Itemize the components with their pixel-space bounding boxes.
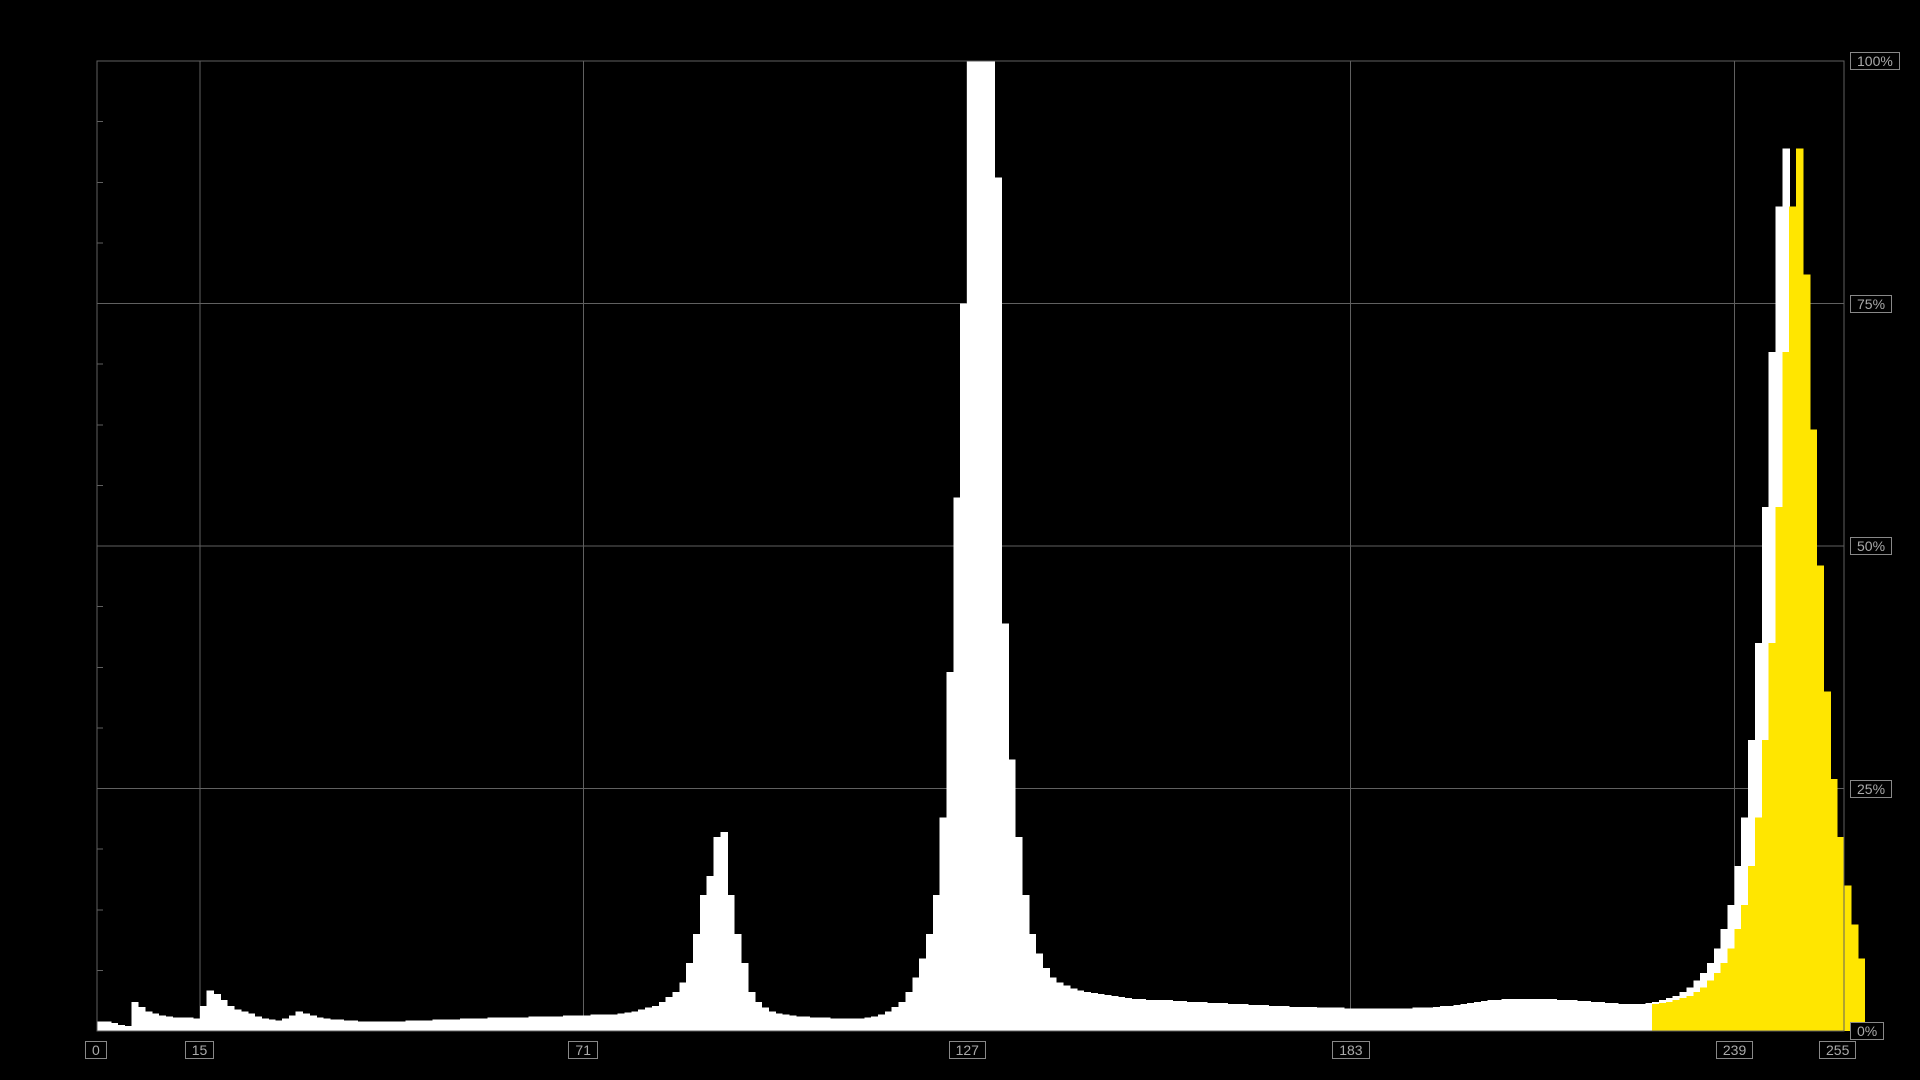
- x-tick-label: 239: [1716, 1041, 1753, 1059]
- histogram-chart: 0 15 71 127 183 239 255 100% 75% 50% 25% 0%: [0, 0, 1920, 1080]
- histogram-svg: [0, 0, 1920, 1080]
- x-tick-label: 71: [568, 1041, 598, 1059]
- y-tick-label: 0%: [1850, 1022, 1884, 1040]
- y-tick-label: 100%: [1850, 52, 1900, 70]
- y-tick-label: 50%: [1850, 537, 1892, 555]
- y-tick-label: 25%: [1850, 780, 1892, 798]
- x-tick-label: 255: [1819, 1041, 1856, 1059]
- x-tick-label: 15: [185, 1041, 215, 1059]
- y-tick-label: 75%: [1850, 295, 1892, 313]
- x-tick-label: 183: [1332, 1041, 1369, 1059]
- x-tick-label: 0: [85, 1041, 107, 1059]
- x-tick-label: 127: [949, 1041, 986, 1059]
